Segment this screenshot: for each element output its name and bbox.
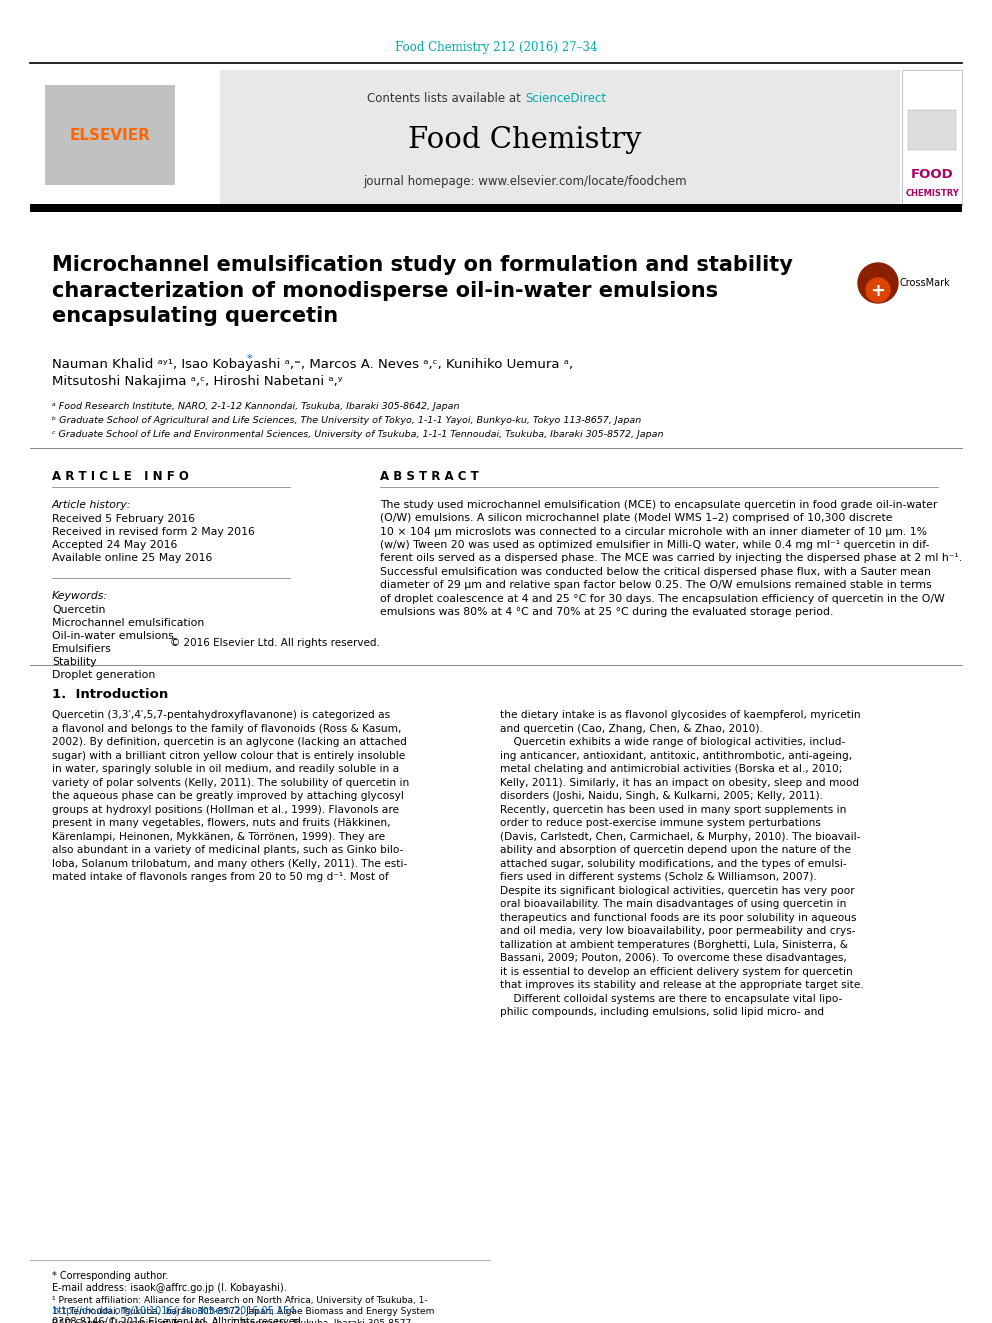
Text: +: + [871, 282, 886, 300]
Text: journal homepage: www.elsevier.com/locate/foodchem: journal homepage: www.elsevier.com/locat… [363, 176, 686, 188]
Text: * Corresponding author.: * Corresponding author. [52, 1271, 169, 1281]
Text: Received 5 February 2016: Received 5 February 2016 [52, 515, 195, 524]
Text: Food Chemistry: Food Chemistry [409, 126, 642, 153]
Text: *: * [247, 355, 253, 364]
Bar [30, 70, 900, 205]
Text: ᵇ Graduate School of Agricultural and Life Sciences, The University of Tokyo, 1-: ᵇ Graduate School of Agricultural and Li… [52, 415, 641, 425]
Text: CHEMISTRY: CHEMISTRY [905, 188, 959, 197]
Text: ScienceDirect: ScienceDirect [525, 91, 606, 105]
Bar [45, 85, 175, 185]
Text: Keywords:: Keywords: [52, 591, 108, 601]
Text: the dietary intake is as flavonol glycosides of kaempferol, myricetin
and querce: the dietary intake is as flavonol glycos… [500, 710, 864, 1017]
Text: FOOD: FOOD [911, 168, 953, 181]
Text: ᶜ Graduate School of Life and Environmental Sciences, University of Tsukuba, 1-1: ᶜ Graduate School of Life and Environmen… [52, 430, 664, 439]
Text: Droplet generation: Droplet generation [52, 669, 156, 680]
Text: 1.  Introduction: 1. Introduction [52, 688, 169, 701]
Text: Emulsifiers: Emulsifiers [52, 644, 112, 654]
Text: Contents lists available at: Contents lists available at [367, 91, 525, 105]
Bar [908, 110, 956, 149]
Text: © 2016 Elsevier Ltd. All rights reserved.: © 2016 Elsevier Ltd. All rights reserved… [170, 638, 380, 648]
Text: Stability: Stability [52, 658, 96, 667]
Text: 0308-8146/© 2016 Elsevier Ltd. All rights reserved.: 0308-8146/© 2016 Elsevier Ltd. All right… [52, 1316, 304, 1323]
Text: A B S T R A C T: A B S T R A C T [380, 470, 479, 483]
Text: Food Chemistry 212 (2016) 27–34: Food Chemistry 212 (2016) 27–34 [395, 41, 597, 54]
Bar [902, 70, 962, 205]
Text: Microchannel emulsification study on formulation and stability
characterization : Microchannel emulsification study on for… [52, 255, 793, 327]
Text: E-mail address: isaok@affrc.go.jp (I. Kobayashi).: E-mail address: isaok@affrc.go.jp (I. Ko… [52, 1283, 287, 1293]
Text: CrossMark: CrossMark [900, 278, 950, 288]
Text: Accepted 24 May 2016: Accepted 24 May 2016 [52, 540, 178, 550]
Text: Quercetin (3,3′,4′,5,7-pentahydroxyflavanone) is categorized as
a flavonol and b: Quercetin (3,3′,4′,5,7-pentahydroxyflava… [52, 710, 410, 882]
Text: http://dx.doi.org/10.1016/j.foodchem.2016.05.154: http://dx.doi.org/10.1016/j.foodchem.201… [52, 1306, 296, 1316]
Bar [30, 70, 220, 205]
Text: ᵃ Food Research Institute, NARO, 2-1-12 Kannondai, Tsukuba, Ibaraki 305-8642, Ja: ᵃ Food Research Institute, NARO, 2-1-12 … [52, 402, 459, 411]
Text: ¹ Present affiliation: Alliance for Research on North Africa, University of Tsuk: ¹ Present affiliation: Alliance for Rese… [52, 1297, 434, 1323]
Text: Nauman Khalid ᵃʸ¹, Isao Kobayashi ᵃ,⁼, Marcos A. Neves ᵃ,ᶜ, Kunihiko Uemura ᵃ,: Nauman Khalid ᵃʸ¹, Isao Kobayashi ᵃ,⁼, M… [52, 359, 573, 370]
Text: Quercetin: Quercetin [52, 605, 105, 615]
Text: The study used microchannel emulsification (MCE) to encapsulate quercetin in foo: The study used microchannel emulsificati… [380, 500, 962, 617]
Bar [30, 204, 962, 212]
Text: Article history:: Article history: [52, 500, 131, 509]
Text: ELSEVIER: ELSEVIER [69, 127, 151, 143]
Text: A R T I C L E   I N F O: A R T I C L E I N F O [52, 470, 188, 483]
Text: Available online 25 May 2016: Available online 25 May 2016 [52, 553, 212, 564]
Text: Mitsutoshi Nakajima ᵃ,ᶜ, Hiroshi Nabetani ᵃ,ʸ: Mitsutoshi Nakajima ᵃ,ᶜ, Hiroshi Nabetan… [52, 374, 342, 388]
Text: Microchannel emulsification: Microchannel emulsification [52, 618, 204, 628]
Text: Received in revised form 2 May 2016: Received in revised form 2 May 2016 [52, 527, 255, 537]
Circle shape [858, 263, 898, 303]
Circle shape [866, 278, 890, 302]
Text: Oil-in-water emulsions: Oil-in-water emulsions [52, 631, 174, 642]
